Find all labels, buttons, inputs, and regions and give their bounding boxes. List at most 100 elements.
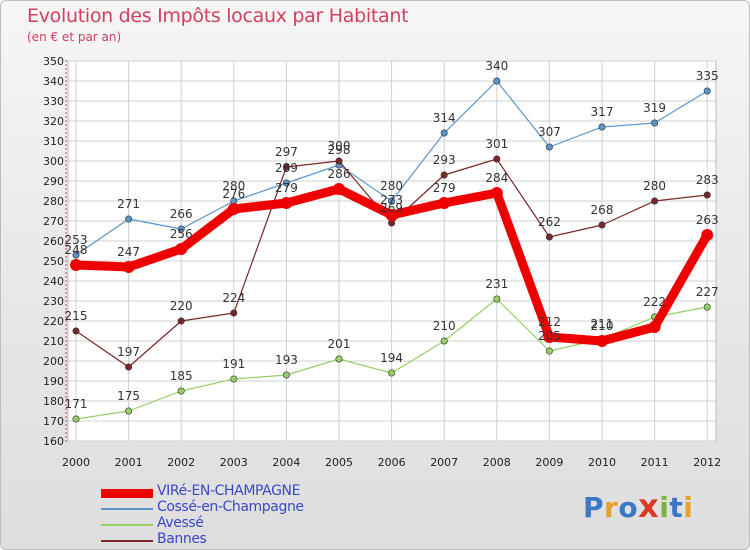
legend-swatch bbox=[101, 540, 153, 542]
y-tick-label: 160 bbox=[43, 435, 64, 448]
data-point bbox=[651, 197, 659, 205]
data-point bbox=[388, 197, 396, 205]
data-label: 293 bbox=[433, 153, 456, 167]
logo-letter: o bbox=[618, 491, 639, 524]
x-tick-label: 2011 bbox=[641, 456, 669, 469]
data-label: 211 bbox=[591, 317, 614, 331]
y-tick-label: 340 bbox=[43, 75, 64, 88]
data-point bbox=[335, 157, 343, 165]
data-label: 300 bbox=[328, 139, 351, 153]
data-point bbox=[651, 119, 659, 127]
y-tick-label: 200 bbox=[43, 355, 64, 368]
x-tick-label: 2006 bbox=[378, 456, 406, 469]
data-point bbox=[230, 375, 238, 383]
data-label: 266 bbox=[170, 207, 193, 221]
y-tick-label: 170 bbox=[43, 415, 64, 428]
data-label: 314 bbox=[433, 111, 456, 125]
data-point bbox=[545, 347, 553, 355]
data-point bbox=[385, 209, 398, 221]
data-point bbox=[177, 387, 185, 395]
data-label: 262 bbox=[538, 215, 561, 229]
chart-subtitle: (en € et par an) bbox=[27, 30, 122, 44]
data-label: 253 bbox=[65, 233, 88, 247]
legend-label: Bannes bbox=[157, 531, 207, 547]
data-label: 193 bbox=[275, 353, 298, 367]
data-label: 297 bbox=[275, 145, 298, 159]
data-point bbox=[596, 335, 608, 347]
data-label: 231 bbox=[485, 277, 508, 291]
data-label: 283 bbox=[696, 173, 719, 187]
data-point bbox=[177, 317, 185, 325]
data-label: 175 bbox=[117, 389, 140, 403]
data-point bbox=[230, 309, 238, 317]
y-tick-label: 350 bbox=[43, 55, 64, 68]
logo-letter: r bbox=[604, 491, 619, 524]
data-point bbox=[72, 327, 80, 335]
y-tick-label: 300 bbox=[43, 155, 64, 168]
data-point bbox=[282, 179, 290, 187]
data-label: 227 bbox=[696, 285, 719, 299]
data-point bbox=[438, 197, 451, 209]
data-point bbox=[648, 321, 661, 333]
x-tick-label: 2000 bbox=[62, 456, 90, 469]
data-point bbox=[543, 331, 556, 343]
data-label: 191 bbox=[222, 357, 245, 371]
data-label: 307 bbox=[538, 125, 561, 139]
data-label: 268 bbox=[591, 203, 614, 217]
y-tick-label: 290 bbox=[43, 175, 64, 188]
data-point bbox=[598, 221, 606, 229]
data-point bbox=[545, 233, 553, 241]
data-label: 284 bbox=[485, 171, 508, 185]
y-tick-label: 270 bbox=[43, 215, 64, 228]
data-point bbox=[703, 87, 711, 95]
data-point bbox=[493, 295, 501, 303]
data-point bbox=[440, 171, 448, 179]
data-label: 279 bbox=[275, 181, 298, 195]
data-point bbox=[333, 183, 345, 195]
data-label: 301 bbox=[485, 137, 508, 151]
data-label: 256 bbox=[170, 227, 193, 241]
data-point bbox=[227, 203, 240, 215]
data-point bbox=[493, 155, 501, 163]
data-label: 319 bbox=[643, 101, 666, 115]
data-label: 276 bbox=[222, 187, 245, 201]
x-tick-label: 2007 bbox=[430, 456, 458, 469]
y-tick-label: 240 bbox=[43, 275, 64, 288]
y-tick-label: 180 bbox=[43, 395, 64, 408]
x-tick-label: 2003 bbox=[220, 456, 248, 469]
data-label: 280 bbox=[222, 179, 245, 193]
data-point bbox=[493, 77, 501, 85]
x-tick-label: 2010 bbox=[588, 456, 616, 469]
y-tick-label: 230 bbox=[43, 295, 64, 308]
data-label: 271 bbox=[117, 197, 140, 211]
logo-letter: i bbox=[659, 491, 670, 524]
data-point bbox=[282, 163, 290, 171]
legend-swatch bbox=[101, 489, 153, 498]
data-point bbox=[703, 303, 711, 311]
logo-letter: i bbox=[683, 491, 694, 524]
data-label: 298 bbox=[328, 143, 351, 157]
data-label: 194 bbox=[380, 351, 403, 365]
y-tick-label: 190 bbox=[43, 375, 64, 388]
legend-swatch bbox=[101, 524, 153, 526]
data-label: 205 bbox=[538, 329, 561, 343]
data-label: 335 bbox=[696, 69, 719, 83]
legend-label: VIRé-EN-CHAMPAGNE bbox=[157, 483, 301, 499]
data-label: 222 bbox=[643, 295, 666, 309]
data-point bbox=[701, 229, 714, 241]
data-point bbox=[280, 197, 293, 209]
data-point bbox=[282, 371, 290, 379]
logo-letter: P bbox=[583, 491, 605, 524]
data-point bbox=[598, 123, 606, 131]
x-tick-label: 2004 bbox=[272, 456, 300, 469]
data-label: 273 bbox=[380, 193, 403, 207]
data-point bbox=[72, 415, 80, 423]
chart-title: Evolution des Impôts locaux par Habitant bbox=[27, 5, 409, 27]
x-tick-label: 2009 bbox=[535, 456, 563, 469]
data-label: 269 bbox=[380, 201, 403, 215]
x-tick-label: 2001 bbox=[115, 456, 143, 469]
data-label: 197 bbox=[117, 345, 140, 359]
data-point bbox=[440, 337, 448, 345]
data-point bbox=[175, 243, 188, 255]
